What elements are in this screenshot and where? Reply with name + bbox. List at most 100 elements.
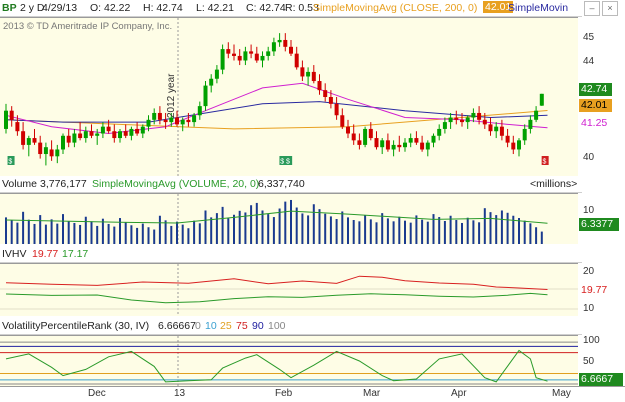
- vpr-pane[interactable]: [0, 335, 578, 386]
- volume-pane[interactable]: [0, 193, 578, 244]
- volume-title[interactable]: Volume: [2, 178, 38, 190]
- vpr-header: VolatilityPercentileRank (30, IV) 6.6666…: [0, 318, 582, 335]
- candle-body: [414, 138, 419, 143]
- candle-body: [534, 110, 539, 120]
- vpr-title[interactable]: VolatilityPercentileRank (30, IV): [2, 320, 150, 332]
- hv-last-label: 19.77: [579, 284, 612, 297]
- vpr-value: 6.66667: [158, 320, 196, 332]
- price-pane[interactable]: 2013 © TD Ameritrade IP Company, Inc. $ $…: [0, 17, 578, 176]
- volume-bar: [426, 221, 429, 244]
- iv-value: 17.17: [62, 248, 89, 260]
- candle-body: [95, 133, 100, 136]
- volume-bar: [250, 205, 253, 244]
- volume-bar: [461, 222, 463, 244]
- volume-bar: [27, 219, 30, 244]
- iv-line: [5, 292, 548, 304]
- candle-body: [209, 78, 214, 86]
- candle-body: [72, 133, 77, 143]
- candle-body: [118, 131, 122, 139]
- candle-body: [243, 51, 248, 61]
- candle-body: [26, 138, 31, 145]
- volume-bar: [158, 215, 161, 244]
- candle-body: [237, 55, 242, 61]
- candle-body: [437, 128, 442, 136]
- volume-bar: [244, 212, 247, 244]
- vpr-level-75: 75: [236, 320, 248, 332]
- x-axis[interactable]: [0, 386, 625, 402]
- ivhv-tick: 20: [583, 266, 595, 277]
- volume-bar: [50, 219, 53, 244]
- candle-body: [83, 131, 88, 139]
- candle-body: [15, 122, 20, 132]
- candle-body: [471, 112, 476, 118]
- volume-bar: [415, 215, 418, 244]
- candle-body: [283, 39, 288, 47]
- volume-bar: [409, 222, 412, 244]
- volume-bar: [44, 224, 47, 244]
- volume-bar: [352, 220, 355, 244]
- candle-body: [232, 53, 236, 56]
- volume-bar: [518, 218, 520, 244]
- candle-body: [323, 90, 328, 97]
- vpr-tick: 100: [583, 335, 600, 346]
- volume-bar: [187, 228, 190, 244]
- x-label-mar: Mar: [363, 388, 381, 399]
- candle-body: [226, 49, 231, 54]
- event-marker-label: $: [8, 159, 12, 166]
- candle-body: [271, 42, 276, 52]
- volume-bar: [512, 215, 515, 244]
- candle-body: [380, 140, 385, 148]
- price-tick: 44: [583, 56, 595, 67]
- candle-body: [317, 81, 322, 91]
- minimize-icon[interactable]: –: [584, 1, 600, 16]
- volume-bar: [335, 219, 338, 244]
- volume-sma-label[interactable]: SimpleMovingAvg (VOLUME, 20, 0): [92, 178, 260, 190]
- vpr-level-100: 100: [268, 320, 286, 332]
- candle-body: [300, 67, 305, 77]
- event-marker-icon: [279, 156, 287, 165]
- sma200-study-label[interactable]: SimpleMovingAvg (CLOSE, 200, 0): [313, 2, 478, 14]
- volume-bar: [164, 220, 167, 244]
- volume-sma-last-label: 6.3377: [579, 218, 619, 231]
- candle-body: [328, 97, 333, 104]
- candle-body: [294, 53, 299, 68]
- volume-bar: [489, 212, 492, 244]
- candle-body: [397, 144, 402, 148]
- sma20-line: [5, 82, 548, 135]
- candle-body: [499, 126, 504, 136]
- sma-study-label-truncated[interactable]: SimpleMovin: [508, 2, 569, 14]
- ivhv-pane[interactable]: [0, 263, 578, 316]
- candle-body: [163, 119, 168, 123]
- price-axis[interactable]: 45 44 40: [579, 17, 625, 175]
- volume-bar: [210, 217, 213, 244]
- close-icon[interactable]: ×: [602, 1, 618, 16]
- candle-body: [55, 149, 60, 157]
- volume-bar: [10, 220, 13, 244]
- x-label-jan: 13: [174, 388, 186, 399]
- candle-body: [100, 126, 105, 134]
- volume-bar: [386, 218, 389, 244]
- volume-bar: [432, 214, 435, 244]
- volume-bar: [483, 208, 486, 244]
- candle-body: [431, 135, 436, 143]
- x-label-feb: Feb: [275, 388, 293, 399]
- close-value: C: 42.74: [246, 2, 286, 14]
- volume-bar: [141, 223, 144, 244]
- last-price-label: 42.74: [579, 83, 612, 96]
- volume-bar: [523, 220, 526, 244]
- symbol[interactable]: BP: [2, 2, 17, 14]
- period[interactable]: 2 y D: [20, 2, 45, 14]
- volume-units: <millions>: [530, 178, 578, 190]
- candle-body: [374, 138, 379, 148]
- volume-tick: 10: [583, 205, 595, 216]
- candle-body: [197, 106, 202, 116]
- volume-bar: [347, 217, 349, 244]
- ivhv-plot: [0, 264, 578, 316]
- volume-bar: [295, 207, 298, 244]
- candle-body: [89, 131, 94, 136]
- volume-bar: [398, 216, 401, 244]
- ivhv-title[interactable]: IVHV: [2, 248, 27, 260]
- candle-body: [477, 112, 482, 120]
- volume-bar: [176, 221, 178, 244]
- volume-bar: [358, 221, 361, 244]
